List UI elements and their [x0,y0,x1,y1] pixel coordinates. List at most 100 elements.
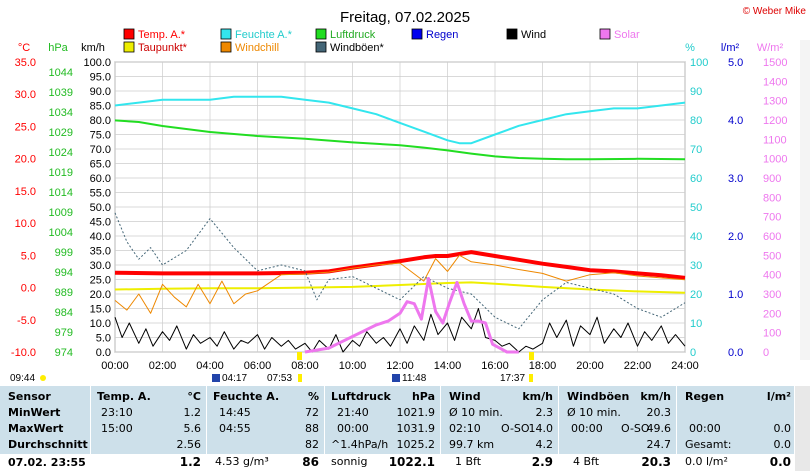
legend-swatch [315,41,327,53]
stats-header-gust: Windböen [567,390,630,403]
stats-label-min: MinWert [8,406,61,419]
wind-tick-label: 60.0 [90,173,111,185]
solar-tick-label: 100 [763,328,781,340]
wind-tick-label: 90.0 [90,86,111,98]
press-min-time: 21:40 [337,406,369,419]
stats-col-wind: Wind km/h Ø 10 min. 2.3 02:10 O-SO 14.0 … [440,386,559,471]
wind-tick-label: 20.0 [90,289,111,301]
rain-tick-label: 0.0 [728,347,743,359]
gust-avg10-value: 20.3 [646,406,672,419]
legend-swatch [220,41,232,53]
stats-col-humidity: Feuchte A. % 14:45 72 04:55 88 82 4.53 g… [206,386,325,471]
wind-tick-label: 35.0 [90,246,111,258]
solar-tick-label: 600 [763,231,781,243]
x-tick-label: 06:00 [244,360,272,372]
rain-rate: 0.0 l/m² [685,455,728,468]
legend-label: Luftdruck [330,29,376,41]
rain-tick-label: 4.0 [728,115,743,127]
solar-tick-label: 500 [763,250,781,262]
stats-header-hum-unit: % [307,390,319,403]
legend-label: Temp. A.* [138,29,186,41]
solar-tick-label: 1000 [763,154,787,166]
hum-max-time: 04:55 [219,422,251,435]
temp-avg-value: 2.56 [176,438,202,451]
rain-time: 00:00 [689,422,721,435]
x-tick-label: 10:00 [339,360,367,372]
temp-tick-label: -5.0 [17,315,36,327]
stats-col-temp: Temp. A. °C 23:10 1.2 15:00 5.6 2.56 1.2 [90,386,207,471]
pressure-tick-label: 994 [55,267,73,279]
axis-unit-pressure: hPa [48,42,68,54]
series-line-solar [304,277,519,354]
x-tick-label: 08:00 [291,360,319,372]
wind-tick-label: 40.0 [90,231,111,243]
legend-swatch [315,28,327,40]
solar-tick-label: 300 [763,289,781,301]
stats-header-temp: Temp. A. [97,390,151,403]
press-max-value: 1031.9 [396,422,436,435]
temp-tick-label: 15.0 [15,186,36,198]
statistics-panel: Sensor MinWert MaxWert Durchschnitt 07.0… [0,386,810,471]
temp-tick-label: 30.0 [15,89,36,101]
humidity-tick-label: 100 [690,57,708,69]
wind-tick-label: 95.0 [90,72,111,84]
wind-tick-label: 65.0 [90,159,111,171]
axis-unit-temp: °C [18,42,30,54]
pressure-tick-label: 1009 [49,207,73,219]
left-time-label: 09:44 [10,373,35,384]
humidity-tick-label: 0 [690,347,696,359]
pressure-tick-label: 1029 [49,127,73,139]
pressure-tick-label: 1039 [49,87,73,99]
time4-marker-icon [529,374,533,382]
humidity-tick-label: 70 [690,144,702,156]
press-trend: ^1.4hPa/h [331,438,389,451]
x-tick-label: 24:00 [671,360,699,372]
legend-swatch [123,28,135,40]
gust-avg-value: 24.7 [646,438,672,451]
press-min-value: 1021.9 [396,406,436,419]
time2-marker-icon [298,374,302,382]
wind-tick-label: 80.0 [90,115,111,127]
rain-tick-label: 3.0 [728,173,743,185]
humidity-tick-label: 40 [690,231,702,243]
temp-min-value: 1.2 [183,406,202,419]
wind-tick-label: 25.0 [90,275,111,287]
press-avg-value: 1025.2 [396,438,436,451]
humidity-tick-label: 30 [690,260,702,272]
axis-unit-solar: W/m² [757,42,784,54]
stats-col-rain: Regen l/m² 00:00 0.0 Gesamt: 0.0 0.0 l/m… [676,386,795,471]
x-axis-marker-icon [529,352,534,360]
hum-min-value: 72 [305,406,319,419]
x-tick-label: 18:00 [529,360,557,372]
series-line-windchill [114,254,686,314]
rain-tick-label: 5.0 [728,57,743,69]
stats-header-rain: Regen [685,390,725,403]
hum-max-value: 88 [305,422,319,435]
hum-min-time: 14:45 [219,406,251,419]
x-axis-marker-icon [297,352,302,360]
temp-max-value: 5.6 [183,422,202,435]
stats-label-avg: Durchschnitt [8,438,88,451]
humidity-tick-label: 90 [690,86,702,98]
wind-tick-label: 45.0 [90,217,111,229]
time4-label: 17:37 [500,373,525,384]
press-current-value: 1022.1 [388,455,435,469]
wind-tick-label: 55.0 [90,188,111,200]
wind-distance: 99.7 km [449,438,495,451]
axis-unit-rain: l/m² [721,42,740,54]
pressure-tick-label: 1024 [49,147,73,159]
gust-avg10-label: Ø 10 min. [567,406,621,419]
x-tick-label: 14:00 [434,360,462,372]
rain-tick-label: 1.0 [728,289,743,301]
legend-label: Feuchte A.* [235,29,293,41]
wind-tick-label: 10.0 [90,318,111,330]
rain-max-value: 0.0 [773,422,792,435]
stats-current-datetime: 07.02. 23:55 [0,454,98,471]
pressure-tick-label: 1014 [49,187,73,199]
legend-swatch [220,28,232,40]
humidity-tick-label: 80 [690,115,702,127]
stats-header-temp-unit: °C [187,390,201,403]
stats-col-overflow [794,386,810,471]
series-line-temp-a [114,250,686,280]
x-tick-label: 16:00 [481,360,509,372]
